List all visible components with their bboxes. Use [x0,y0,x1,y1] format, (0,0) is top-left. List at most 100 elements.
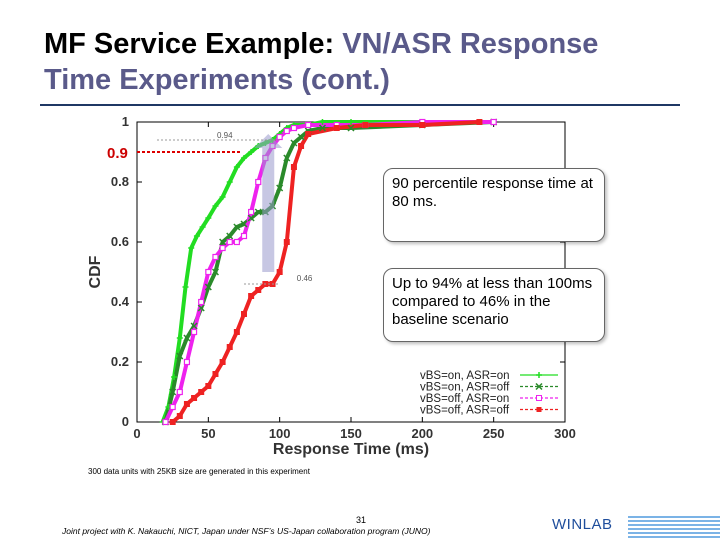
data-point [182,284,189,290]
data-point [176,352,184,360]
data-point [248,293,255,299]
data-point [240,232,248,240]
data-point [255,287,262,293]
x-tick-label: 300 [554,426,576,441]
data-point [233,164,240,170]
data-point [319,119,326,125]
data-point [198,298,205,306]
data-point [191,395,198,401]
title-highlight: VN/ASR Response [342,28,599,60]
data-point [347,124,355,132]
improvement-arrow [254,134,283,272]
data-point [283,127,290,135]
data-point [248,208,255,216]
legend-marker [536,395,542,401]
footer-credit: Joint project with K. Nakauchi, NICT, Ja… [62,526,431,536]
y-tick-label: 0.4 [111,294,130,309]
x-axis-label: Response Time (ms) [273,441,429,458]
callout-94-percent: Up to 94% at less than 100ms compared to… [383,268,605,342]
data-point [169,403,176,411]
data-point [290,164,297,170]
y-tick-label: 0 [122,414,129,429]
data-point [169,419,176,425]
data-point [305,121,312,129]
logo-stripes [628,516,720,540]
data-point [276,269,283,275]
x-tick-label: 50 [201,426,215,441]
annotation-0.9: 0.9 [107,145,128,162]
y-tick-label: 1 [122,114,129,129]
annotation-0.46: 0.46 [297,274,313,283]
x-tick-label: 200 [411,426,433,441]
data-point [318,124,326,132]
legend-label: vBS=off, ASR=off [420,405,510,417]
series-line-3 [163,120,494,423]
slide-title: MF Service Example: VN/ASR Response Time… [44,26,598,98]
data-point [283,154,291,162]
data-point [188,245,195,251]
data-point [212,371,219,377]
x-tick-label: 100 [269,426,291,441]
page-number: 31 [356,515,367,525]
data-point [176,335,183,341]
data-point [255,178,262,186]
data-point [197,304,205,312]
data-point [171,374,178,380]
data-point [490,118,497,126]
title-part1: MF Service Example: [44,28,343,60]
data-point [290,124,298,132]
title-divider [40,104,680,106]
data-point [362,122,369,128]
data-point [276,133,283,141]
data-point [211,268,219,276]
legend-marker [535,382,543,391]
legend-marker [536,372,542,378]
chart-markers [159,118,498,426]
callout-90-percentile: 90 percentile response time at 80 ms. [383,168,605,242]
legend-label: vBS=on, ASR=on [420,370,510,382]
data-point [190,322,198,330]
data-point [193,233,200,239]
data-point [169,388,177,396]
data-point [212,253,219,261]
data-point [226,344,233,350]
data-point [248,149,255,155]
data-point [233,329,240,335]
data-point [183,334,191,342]
data-point [198,389,205,395]
data-point [254,208,262,216]
chart-annotations: 0.9 0.94 0.46 [107,131,313,285]
data-point [247,214,255,222]
data-point [183,401,190,407]
data-point [219,244,226,252]
data-point [199,224,206,230]
data-point [176,413,183,419]
experiment-footnote: 300 data units with 25KB size are genera… [88,467,310,476]
data-point [226,238,233,246]
data-point [283,239,290,245]
y-tick-label: 0.2 [111,354,129,369]
data-point [240,220,248,228]
data-point [276,184,284,192]
data-point [419,122,426,128]
data-point [348,119,354,125]
data-point [476,119,483,125]
y-axis-label: CDF [87,255,104,288]
legend-label: vBS=on, ASR=off [420,382,510,394]
data-point [205,215,212,221]
x-tick-label: 250 [483,426,505,441]
data-point [190,328,198,336]
data-point [226,232,234,240]
data-point [290,139,298,147]
legend-marker [536,407,542,412]
data-point [205,383,212,389]
data-point [162,418,169,426]
x-tick-label: 0 [133,426,140,441]
data-point [176,388,183,396]
data-point [241,155,247,161]
x-tick-label: 150 [340,426,362,441]
data-point [241,311,247,317]
data-point [219,359,226,365]
title-line2: Time Experiments (cont.) [44,64,390,96]
